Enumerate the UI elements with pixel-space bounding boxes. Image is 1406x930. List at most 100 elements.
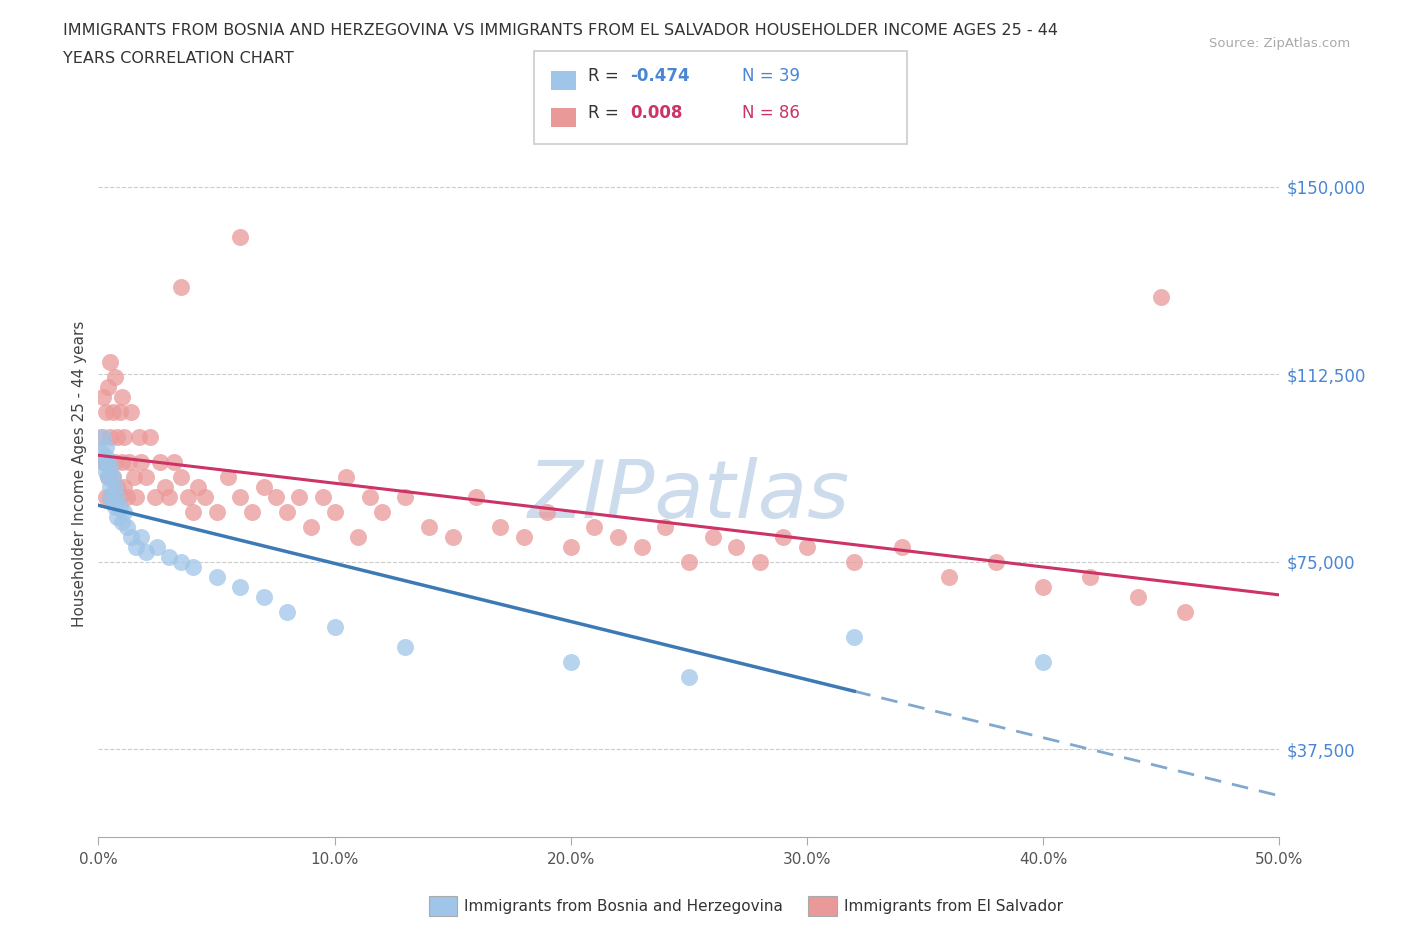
Point	[105, 479, 128, 494]
Point	[125, 539, 148, 554]
Point	[112, 504, 135, 519]
Point	[125, 489, 148, 504]
Point	[94, 449, 117, 464]
Point	[465, 489, 488, 504]
Point	[607, 529, 630, 544]
Point	[240, 504, 263, 519]
Point	[97, 455, 120, 470]
Point	[101, 470, 124, 485]
Point	[323, 619, 346, 634]
Point	[90, 430, 112, 445]
Text: ZIPatlas: ZIPatlas	[527, 457, 851, 535]
Point	[91, 455, 114, 470]
Text: IMMIGRANTS FROM BOSNIA AND HERZEGOVINA VS IMMIGRANTS FROM EL SALVADOR HOUSEHOLDE: IMMIGRANTS FROM BOSNIA AND HERZEGOVINA V…	[63, 23, 1059, 38]
Point	[98, 430, 121, 445]
Point	[115, 489, 138, 504]
Point	[94, 439, 117, 454]
Point	[560, 539, 582, 554]
Point	[323, 504, 346, 519]
Point	[1150, 289, 1173, 304]
Point	[796, 539, 818, 554]
Point	[128, 430, 150, 445]
Point	[97, 470, 120, 485]
Point	[105, 510, 128, 525]
Point	[111, 514, 134, 529]
Text: -0.474: -0.474	[630, 67, 689, 86]
Point	[205, 569, 228, 584]
Point	[108, 405, 131, 419]
Point	[91, 390, 114, 405]
Point	[177, 489, 200, 504]
Point	[583, 519, 606, 534]
Point	[394, 489, 416, 504]
Point	[129, 455, 152, 470]
Point	[560, 655, 582, 670]
Point	[149, 455, 172, 470]
Point	[359, 489, 381, 504]
Point	[229, 579, 252, 594]
Text: N = 39: N = 39	[742, 67, 800, 86]
Point	[104, 479, 127, 494]
Point	[108, 489, 131, 504]
Point	[170, 554, 193, 569]
Point	[170, 279, 193, 294]
Point	[1032, 579, 1054, 594]
Point	[654, 519, 676, 534]
Point	[253, 479, 276, 494]
Point	[104, 499, 127, 514]
Point	[122, 470, 145, 485]
Point	[121, 529, 143, 544]
Point	[118, 455, 141, 470]
Point	[112, 479, 135, 494]
Point	[725, 539, 748, 554]
Point	[97, 379, 120, 394]
Point	[115, 519, 138, 534]
Point	[253, 590, 276, 604]
Point	[181, 504, 204, 519]
Point	[129, 529, 152, 544]
Point	[217, 470, 239, 485]
Point	[512, 529, 534, 544]
Point	[135, 470, 157, 485]
Point	[94, 405, 117, 419]
Point	[347, 529, 370, 544]
Point	[418, 519, 440, 534]
Point	[94, 455, 117, 470]
Y-axis label: Householder Income Ages 25 - 44 years: Householder Income Ages 25 - 44 years	[72, 321, 87, 628]
Point	[844, 554, 866, 569]
Point	[139, 430, 162, 445]
Point	[678, 554, 700, 569]
Point	[101, 405, 124, 419]
Point	[1126, 590, 1149, 604]
Point	[194, 489, 217, 504]
Text: Source: ZipAtlas.com: Source: ZipAtlas.com	[1209, 37, 1350, 50]
Point	[984, 554, 1007, 569]
Point	[299, 519, 322, 534]
Point	[205, 504, 228, 519]
Point	[98, 354, 121, 369]
Point	[748, 554, 770, 569]
Point	[94, 464, 117, 479]
Point	[91, 455, 114, 470]
Point	[104, 455, 127, 470]
Point	[157, 489, 180, 504]
Point	[111, 390, 134, 405]
Point	[276, 504, 298, 519]
Text: Immigrants from El Salvador: Immigrants from El Salvador	[844, 899, 1063, 914]
Point	[105, 430, 128, 445]
Point	[938, 569, 960, 584]
Point	[143, 489, 166, 504]
Point	[181, 560, 204, 575]
Point	[163, 455, 186, 470]
Point	[94, 489, 117, 504]
Point	[135, 544, 157, 559]
Text: YEARS CORRELATION CHART: YEARS CORRELATION CHART	[63, 51, 294, 66]
Point	[98, 489, 121, 504]
Point	[97, 470, 120, 485]
Point	[187, 479, 209, 494]
Point	[772, 529, 794, 544]
Point	[229, 229, 252, 244]
Point	[105, 489, 128, 504]
Text: R =: R =	[588, 67, 624, 86]
Point	[335, 470, 357, 485]
